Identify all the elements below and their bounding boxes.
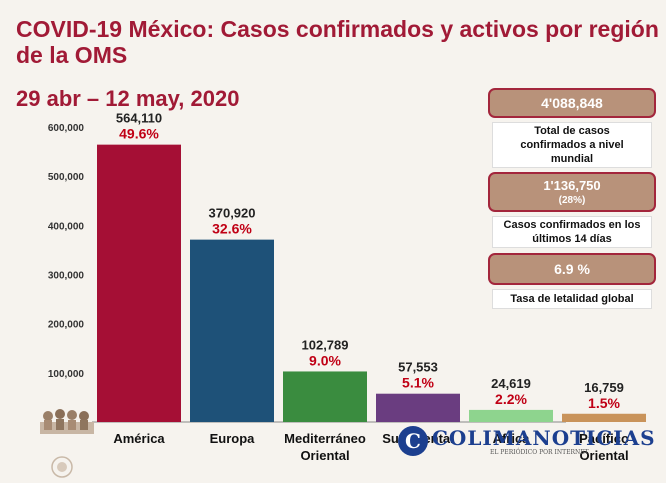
bar (97, 144, 181, 422)
bar (562, 413, 646, 422)
watermark-name: COLIMANOTICIAS (432, 425, 656, 450)
bar (469, 409, 553, 422)
government-seal-icon (51, 456, 73, 478)
bar-value-label: 102,789 (302, 337, 349, 352)
y-tick-label: 200,000 (48, 320, 85, 331)
bar-percent-label: 2.2% (495, 391, 527, 407)
bar-value-label: 24,619 (491, 376, 531, 391)
kpi-recent-desc-line: Casos confirmados en los (503, 219, 641, 231)
y-tick-label: 100,000 (48, 369, 85, 380)
y-tick-label: 600,000 (48, 123, 85, 134)
y-tick-label: 400,000 (48, 221, 85, 232)
watermark-logo: C COLIMANOTICIAS EL PERIÓDICO POR INTERN… (398, 424, 660, 458)
bar-percent-label: 5.1% (402, 375, 434, 391)
kpi-lethality-value: 6.9 % (554, 261, 590, 277)
x-category-label: Oriental (579, 448, 628, 463)
bar-percent-label: 49.6% (119, 126, 159, 142)
y-tick-label: 300,000 (48, 271, 85, 282)
title-line-1: COVID-19 México: Casos confirmados y act… (16, 16, 659, 42)
kpi-total-desc-line: mundial (550, 153, 594, 165)
kpi-recent-value-box: 1'136,750 (28%) (488, 172, 656, 212)
x-category-label: Mediterráneo (284, 431, 366, 446)
x-category-label: América (113, 431, 165, 446)
title-line-2: de la OMS (16, 42, 128, 68)
kpi-recent-value: 1'136,750 (543, 178, 601, 193)
bar (376, 393, 460, 422)
bar-percent-label: 32.6% (212, 221, 252, 237)
x-category-label: Oriental (300, 448, 349, 463)
watermark-c-icon: C (398, 426, 428, 456)
kpi-total-desc-line: confirmados a nivel (520, 139, 624, 151)
x-category-label: África (493, 431, 531, 446)
heroes-illustration-icon (40, 409, 94, 434)
watermark-tagline: EL PERIÓDICO POR INTERNET (490, 448, 589, 456)
kpi-total-desc: Total de casos confirmados a nivel mundi… (492, 122, 652, 168)
y-tick-label: 500,000 (48, 172, 85, 183)
bar-percent-label: 9.0% (309, 352, 341, 368)
chart-title: COVID-19 México: Casos confirmados y act… (16, 16, 666, 68)
x-category-label: Pacífico (579, 431, 629, 446)
date-range: 29 abr – 12 may, 2020 (16, 86, 240, 111)
bar (190, 239, 274, 422)
bar-value-label: 57,553 (398, 360, 438, 375)
watermark-text: COLIMANOTICIAS EL PERIÓDICO POR INTERNET (432, 427, 656, 456)
kpi-total-value: 4'088,848 (541, 95, 603, 111)
bar (283, 371, 367, 422)
kpi-recent-percent: (28%) (558, 195, 586, 206)
kpi-lethality-value-box: 6.9 % (488, 253, 656, 285)
x-category-label: Europa (210, 431, 256, 446)
kpi-recent-desc: Casos confirmados en los últimos 14 días (492, 216, 652, 248)
bar-value-label: 370,920 (209, 206, 256, 221)
kpi-lethality-desc-line: Tasa de letalidad global (510, 293, 634, 305)
bar-value-label: 16,759 (584, 380, 624, 395)
bar-percent-label: 1.5% (588, 395, 620, 411)
kpi-total-desc-line: Total de casos (534, 125, 610, 137)
bar-value-label: 564,110 (116, 111, 162, 126)
kpi-total-value-box: 4'088,848 (488, 88, 656, 118)
kpi-lethality-desc: Tasa de letalidad global (492, 289, 652, 309)
kpi-recent-desc-line: últimos 14 días (532, 233, 612, 245)
